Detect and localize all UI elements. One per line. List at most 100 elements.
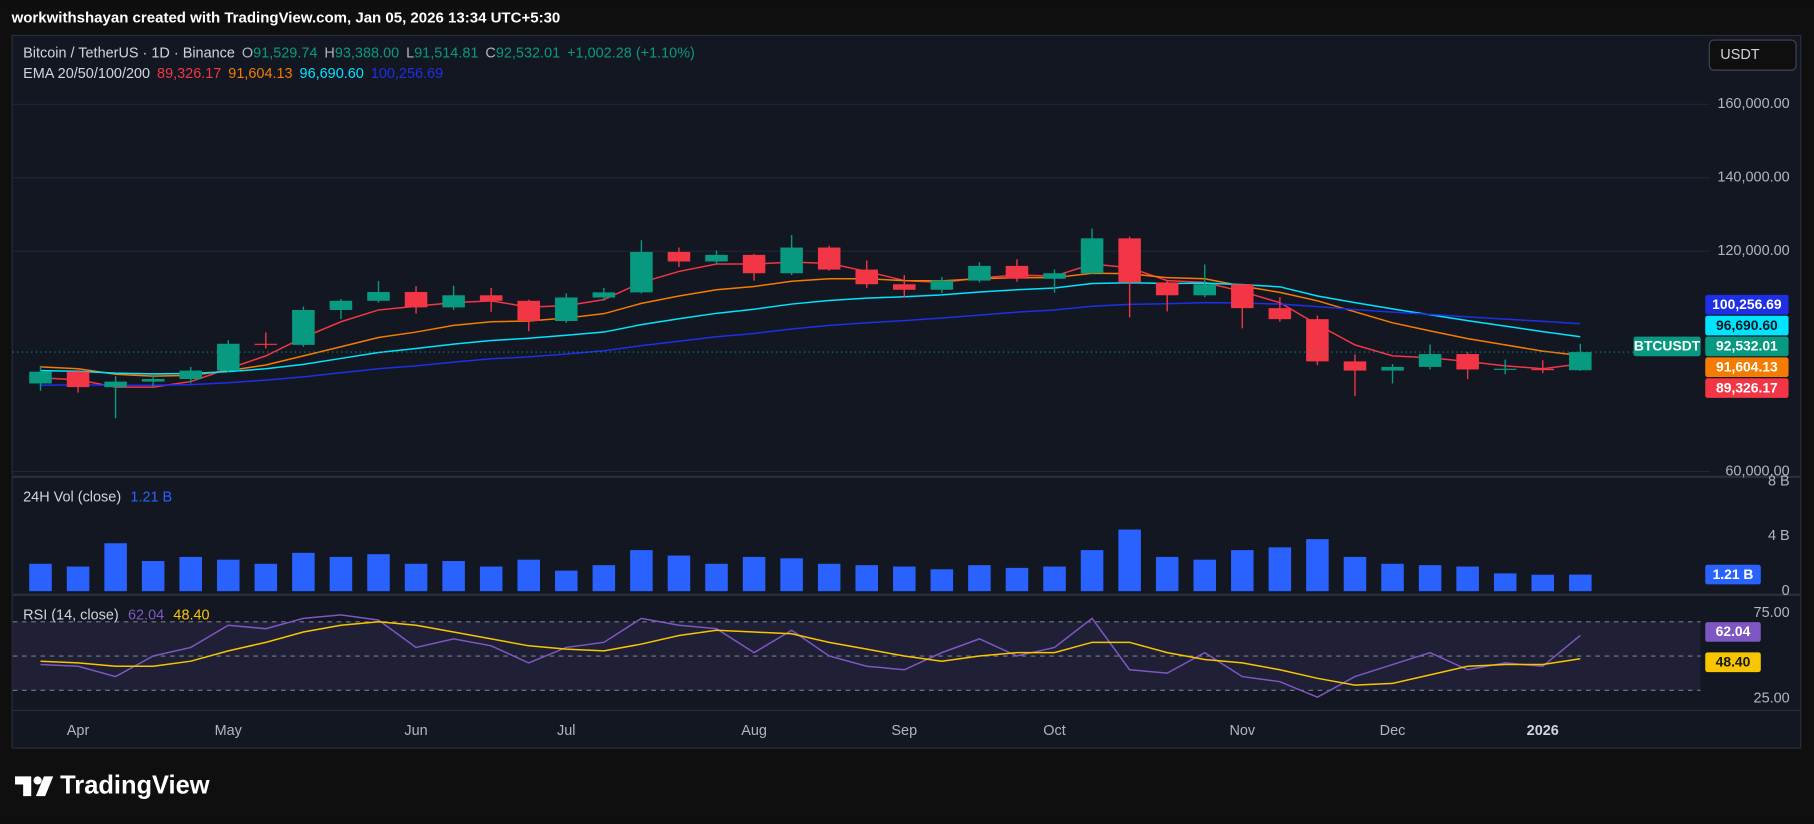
y-tick-label: 8 B bbox=[1768, 473, 1790, 489]
candle-body bbox=[1268, 308, 1292, 320]
indicator-title: EMA 20/50/100/200 bbox=[23, 66, 150, 82]
candle-body bbox=[1118, 238, 1141, 283]
x-tick-label: Jul bbox=[557, 723, 575, 739]
price-tag bbox=[1633, 336, 1701, 357]
x-tick-label: Dec bbox=[1380, 723, 1406, 739]
volume-bar bbox=[1268, 547, 1292, 592]
price-tag-label: 91,604.13 bbox=[1716, 358, 1778, 374]
x-tick-label: Oct bbox=[1043, 723, 1065, 739]
currency-button[interactable] bbox=[1708, 39, 1797, 71]
volume-bar bbox=[179, 556, 202, 592]
candle-body bbox=[141, 379, 165, 382]
volume-bar bbox=[555, 570, 578, 592]
candle-body bbox=[555, 297, 578, 321]
price-tag bbox=[1705, 336, 1789, 357]
ema-value: 91,604.13 bbox=[228, 66, 292, 82]
y-tick-label: 120,000.00 bbox=[1717, 243, 1789, 259]
candle-body bbox=[367, 291, 390, 301]
ema-value: 89,326.17 bbox=[157, 66, 221, 82]
candle-body bbox=[104, 381, 127, 388]
volume-bar bbox=[367, 554, 390, 592]
ohlc-value: 91,529.74 bbox=[253, 45, 317, 61]
ema-line bbox=[40, 282, 1581, 375]
volume-bar bbox=[893, 566, 916, 592]
volume-bar bbox=[1193, 559, 1217, 592]
x-tick-label: 2026 bbox=[1527, 723, 1559, 739]
price-tag bbox=[1705, 357, 1789, 378]
candle-body bbox=[1155, 282, 1179, 296]
volume-bar bbox=[705, 563, 728, 592]
ohlc-key: O bbox=[242, 45, 253, 61]
volume-bar bbox=[517, 559, 540, 592]
ohlc-key: H bbox=[324, 45, 334, 61]
x-tick-label: Apr bbox=[67, 723, 90, 739]
candle-body bbox=[1569, 352, 1592, 371]
volume-bar bbox=[442, 561, 465, 592]
volume-bar bbox=[1080, 550, 1104, 592]
candle-body bbox=[1456, 354, 1479, 370]
ema-value: 96,690.60 bbox=[300, 66, 364, 82]
candle-body bbox=[1005, 265, 1029, 279]
y-tick-label: 60,000.00 bbox=[1725, 463, 1789, 479]
volume-bar bbox=[1493, 573, 1517, 592]
candle-body bbox=[930, 280, 954, 290]
price-tag bbox=[1705, 294, 1789, 315]
candle-body bbox=[179, 370, 202, 380]
price-tag bbox=[1705, 564, 1761, 585]
price-tag-label: BTCUSDT bbox=[1634, 338, 1701, 354]
brand-logo bbox=[15, 776, 54, 797]
candle-body bbox=[592, 292, 616, 298]
volume-bar bbox=[1381, 563, 1404, 592]
candle-body bbox=[1493, 368, 1517, 370]
candle-body bbox=[442, 295, 465, 308]
candle-body bbox=[66, 371, 90, 388]
candle-body bbox=[404, 291, 428, 308]
legend: Bitcoin / TetherUS · 1D · Binance O91,529… bbox=[23, 45, 695, 61]
legend: EMA 20/50/100/200 89,326.17 91,604.13 96,69… bbox=[23, 66, 443, 82]
credit: workwithshayan created with TradingView.… bbox=[11, 10, 561, 27]
y-tick-label: 4 B bbox=[1768, 528, 1790, 544]
ohlc-value: 92,532.01 bbox=[496, 45, 560, 61]
volume-bar bbox=[742, 556, 766, 592]
price-tag bbox=[1705, 622, 1761, 642]
candle-body bbox=[479, 295, 503, 301]
ema-value: 100,256.69 bbox=[371, 66, 443, 82]
y-tick-label: 0 bbox=[1782, 583, 1790, 599]
volume-value: 1.21 B bbox=[130, 489, 172, 505]
candle-body bbox=[855, 269, 879, 285]
volume-bar bbox=[1343, 556, 1367, 592]
volume-bar bbox=[1306, 539, 1329, 592]
ohlc-value: 93,388.00 bbox=[335, 45, 399, 61]
price-tag bbox=[1705, 652, 1761, 673]
y-tick-label: 160,000.00 bbox=[1717, 96, 1789, 112]
rsi-line bbox=[40, 614, 1581, 699]
candle-body bbox=[1193, 284, 1217, 296]
currency-label[interactable]: USDT bbox=[1720, 47, 1760, 63]
rsi-value: 48.40 bbox=[173, 607, 209, 623]
candle-body bbox=[968, 265, 991, 281]
candle-body bbox=[517, 300, 540, 321]
volume-bar bbox=[630, 550, 653, 592]
price-tag bbox=[1705, 315, 1789, 336]
volume-bar bbox=[930, 569, 954, 592]
candle-body bbox=[29, 371, 52, 384]
candle-body bbox=[254, 343, 278, 345]
price-tag-label: 89,326.17 bbox=[1716, 379, 1778, 395]
volume-bar bbox=[217, 559, 240, 592]
volume-bar bbox=[1531, 574, 1555, 592]
y-tick-label: 140,000.00 bbox=[1717, 170, 1789, 186]
ohlc-key: L bbox=[406, 45, 414, 61]
candle-body bbox=[1531, 368, 1555, 371]
rsi-value: 62.04 bbox=[128, 607, 164, 623]
volume-bar bbox=[667, 555, 691, 592]
candle-body bbox=[292, 309, 315, 345]
volume-bar bbox=[780, 558, 803, 592]
candle-body bbox=[705, 254, 728, 262]
x-tick-label: Nov bbox=[1229, 723, 1255, 739]
volume-bar bbox=[254, 563, 278, 592]
candle-body bbox=[1080, 238, 1104, 274]
volume-bar bbox=[329, 556, 353, 592]
price-tag bbox=[1705, 378, 1789, 398]
candle-body bbox=[1381, 366, 1404, 371]
price-tag-label: 48.40 bbox=[1716, 653, 1751, 669]
